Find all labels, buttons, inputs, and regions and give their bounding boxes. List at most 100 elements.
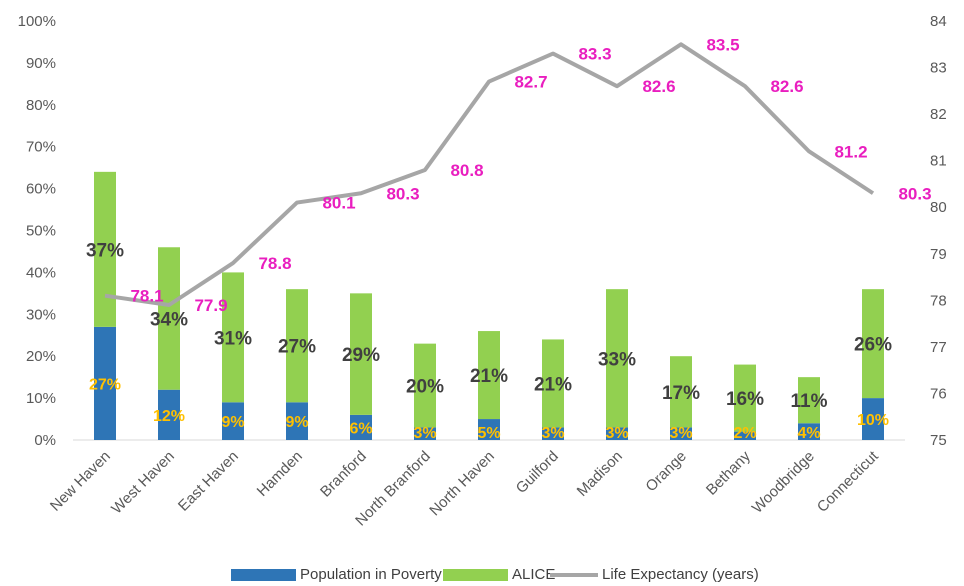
bar-alice xyxy=(286,289,308,403)
bars-layer xyxy=(94,171,884,440)
legend-swatch-poverty xyxy=(231,568,296,581)
y-left-tick-label: 100% xyxy=(18,13,56,30)
poverty-data-label: 3% xyxy=(413,425,436,442)
poverty-data-label: 12% xyxy=(153,408,185,425)
category-label: Hamden xyxy=(254,448,306,500)
bar-alice xyxy=(158,247,180,390)
category-label: Guilford xyxy=(513,448,562,497)
bar-poverty xyxy=(606,427,628,440)
y-right-tick-label: 79 xyxy=(930,246,947,263)
alice-data-label: 29% xyxy=(342,345,380,366)
legend-item-poverty: Population in Poverty xyxy=(231,566,442,583)
alice-data-label: 16% xyxy=(726,389,764,410)
bar-poverty xyxy=(862,398,884,440)
poverty-data-label: 6% xyxy=(349,420,372,437)
y-right-tick-label: 78 xyxy=(930,292,947,309)
bar-alice xyxy=(478,331,500,420)
poverty-data-label: 3% xyxy=(541,425,564,442)
alice-data-label: 33% xyxy=(598,349,636,370)
category-label: Bethany xyxy=(703,447,754,498)
legend-swatch-life-expectancy xyxy=(550,572,598,577)
category-label: East Haven xyxy=(175,448,242,515)
bar-poverty xyxy=(798,423,820,440)
category-label: Madison xyxy=(574,448,626,500)
y-left-tick-label: 80% xyxy=(26,97,56,114)
life-expectancy-data-label: 78.1 xyxy=(130,287,163,306)
life-expectancy-data-label: 78.8 xyxy=(258,254,291,273)
y-left-tick-label: 20% xyxy=(26,348,56,365)
bar-alice xyxy=(862,289,884,399)
y-right-tick-label: 77 xyxy=(930,339,947,356)
bar-alice xyxy=(734,364,756,432)
life-expectancy-data-label: 83.3 xyxy=(578,45,611,64)
alice-data-label: 11% xyxy=(791,391,828,412)
alice-data-label: 27% xyxy=(278,337,316,358)
life-expectancy-data-label: 82.7 xyxy=(514,73,547,92)
bar-alice xyxy=(798,377,820,424)
y-left-tick-label: 10% xyxy=(26,390,56,407)
life-expectancy-data-label: 82.6 xyxy=(642,77,675,96)
poverty-data-label: 2% xyxy=(733,425,756,442)
bar-poverty xyxy=(222,402,244,440)
category-label: North Haven xyxy=(426,448,498,520)
poverty-data-label: 3% xyxy=(669,425,692,442)
bar-poverty xyxy=(158,389,180,440)
y-left-tick-label: 60% xyxy=(26,181,56,198)
bar-alice xyxy=(670,356,692,428)
y-right-tick-label: 81 xyxy=(930,153,947,170)
category-label: Branford xyxy=(317,448,370,501)
category-label: Orange xyxy=(642,448,689,495)
bar-alice xyxy=(414,343,436,428)
y-left-tick-label: 70% xyxy=(26,139,56,156)
legend-label-alice: ALICE xyxy=(512,566,556,583)
alice-data-label: 21% xyxy=(534,374,572,395)
y-right-tick-label: 84 xyxy=(930,13,947,30)
y-right-tick-label: 82 xyxy=(930,106,947,123)
bar-poverty xyxy=(542,427,564,440)
legend-swatch-alice xyxy=(443,568,508,581)
alice-data-label: 31% xyxy=(214,328,252,349)
poverty-data-label: 9% xyxy=(285,414,308,431)
y-right-tick-label: 75 xyxy=(930,432,947,449)
life-expectancy-data-label: 80.3 xyxy=(898,184,931,203)
legend-label-poverty: Population in Poverty xyxy=(300,566,442,583)
bar-poverty xyxy=(94,326,116,440)
category-label: West Haven xyxy=(108,448,178,518)
life-expectancy-data-label: 81.2 xyxy=(834,142,867,161)
poverty-data-label: 10% xyxy=(857,412,889,429)
poverty-data-label: 27% xyxy=(89,376,121,393)
category-label: Woodbridge xyxy=(749,448,818,517)
life-expectancy-data-label: 82.6 xyxy=(770,77,803,96)
alice-data-label: 37% xyxy=(86,240,124,261)
alice-data-label: 20% xyxy=(406,377,444,398)
life-expectancy-data-label: 80.3 xyxy=(386,184,419,203)
combo-chart: 0% 10% 20% 30% 40% 50% 60% 70% 80% 90% 100% 75 76 77 7… xyxy=(18,13,947,529)
life-expectancy-line xyxy=(104,42,875,307)
legend-item-life-expectancy: Life Expectancy (years) xyxy=(550,566,759,583)
life-expectancy-data-label: 80.1 xyxy=(322,194,355,213)
bar-alice xyxy=(94,171,116,327)
y-right-tick-label: 76 xyxy=(930,385,947,402)
alice-data-label: 21% xyxy=(470,366,508,387)
bar-alice xyxy=(606,289,628,428)
bar-poverty xyxy=(286,402,308,440)
alice-data-label: 17% xyxy=(662,383,700,404)
bar-poverty xyxy=(670,427,692,440)
life-expectancy-line-layer xyxy=(104,42,875,307)
poverty-data-label: 5% xyxy=(477,425,500,442)
bar-alice xyxy=(350,293,372,415)
bar-poverty xyxy=(478,419,500,440)
category-label: New Haven xyxy=(47,448,114,515)
y-left-tick-label: 0% xyxy=(34,432,56,449)
life-expectancy-data-label: 83.5 xyxy=(706,35,739,54)
category-label: Connecticut xyxy=(814,447,883,516)
alice-data-label: 26% xyxy=(854,335,892,356)
legend-label-life-expectancy: Life Expectancy (years) xyxy=(602,566,759,583)
poverty-data-label: 4% xyxy=(797,425,820,442)
bar-alice xyxy=(222,272,244,403)
life-expectancy-data-label: 80.8 xyxy=(450,161,483,180)
y-left-tick-label: 30% xyxy=(26,306,56,323)
y-left-tick-label: 90% xyxy=(26,55,56,72)
legend-item-alice: ALICE xyxy=(443,566,555,583)
legend: Population in Poverty ALICE Life Expecta… xyxy=(0,566,964,586)
